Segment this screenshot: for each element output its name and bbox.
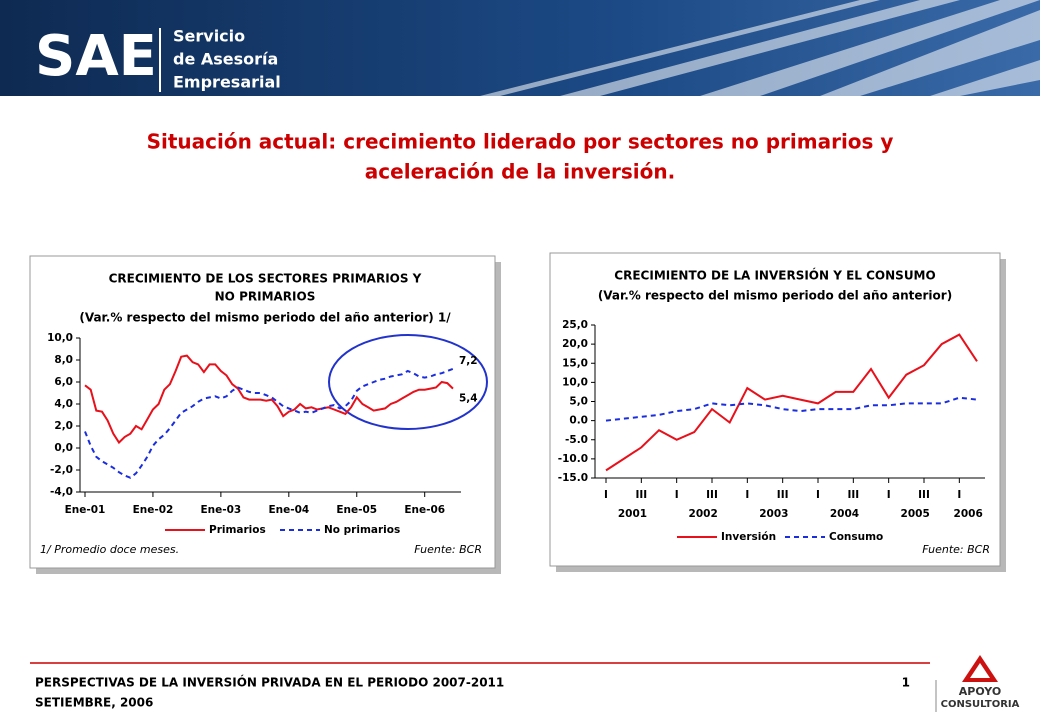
series-line [84,354,454,445]
y-tick-label: -5.0 [565,434,588,446]
x-tick-label: III [918,489,930,501]
data-label: 5,4 [459,393,478,405]
data-label: 7,2 [459,355,478,367]
chart-note: 1/ Promedio doce meses. [40,543,179,556]
y-tick-label: 25,0 [562,319,588,331]
group-label: 2003 [759,508,788,520]
x-tick-label: I [675,489,679,501]
y-tick-label: -4,0 [50,486,73,498]
x-tick-label: III [635,489,647,501]
y-tick-label: 15,0 [562,357,588,369]
y-tick-label: 0,0 [54,442,73,454]
highlight-ellipse [328,334,488,430]
logo: SAE [35,24,157,89]
slide-title: Situación actual: crecimiento liderado p… [147,130,894,154]
group-label: 2004 [830,508,859,520]
x-tick-label: III [777,489,789,501]
x-tick-label: Ene-02 [133,504,174,516]
y-tick-label: 6,0 [54,376,73,388]
x-tick-label: Ene-05 [336,504,377,516]
x-tick-label: Ene-01 [65,504,106,516]
brand-mark [970,663,990,678]
chart-subtitle: (Var.% respecto del mismo periodo del añ… [598,289,952,303]
x-tick-label: III [847,489,859,501]
chart-title: CRECIMIENTO DE LOS SECTORES PRIMARIOS Y [109,272,422,286]
y-tick-label: 8,0 [54,354,73,366]
slide-title: aceleración de la inversión. [365,160,675,184]
x-tick-label: III [706,489,718,501]
legend-label: Primarios [209,524,266,536]
footer-date: SETIEMBRE, 2006 [35,696,153,710]
brand: CONSULTORIA [941,699,1020,710]
legend-label: No primarios [324,524,400,536]
tagline: de Asesoría [173,50,278,69]
y-tick-label: 2,0 [54,420,73,432]
x-tick-label: I [816,489,820,501]
group-label: 2002 [689,508,718,520]
x-tick-label: Ene-06 [404,504,445,516]
x-tick-label: I [887,489,891,501]
x-tick-label: Ene-04 [268,504,309,516]
y-tick-label: 5,0 [569,396,588,408]
y-tick-label: 10,0 [562,376,588,388]
chart-panel [29,255,496,569]
chart-title: NO PRIMARIOS [215,290,316,304]
x-tick-label: I [745,489,749,501]
series-line [605,333,978,472]
y-tick-label: 0.0 [569,415,588,427]
page-number: 1 [902,676,910,690]
chart-subtitle: (Var.% respecto del mismo periodo del añ… [79,311,451,325]
tagline: Empresarial [173,73,281,92]
chart-source: Fuente: BCR [414,543,482,556]
footer-text: PERSPECTIVAS DE LA INVERSIÓN PRIVADA EN … [35,675,504,690]
chart-panel [549,252,1001,567]
x-tick-label: I [957,489,961,501]
x-tick-label: I [604,489,608,501]
y-tick-label: -10.0 [558,453,588,465]
chart-source: Fuente: BCR [922,543,990,556]
legend-label: Inversión [721,531,776,543]
header-rays [480,0,1040,96]
tagline: Servicio [173,27,245,46]
x-tick-label: Ene-03 [201,504,242,516]
y-tick-label: 10,0 [47,332,73,344]
y-tick-label: -15.0 [558,472,588,484]
y-tick-label: -2,0 [50,464,73,476]
series-line [84,367,454,479]
group-label: 2001 [618,508,647,520]
chart-title: CRECIMIENTO DE LA INVERSIÓN Y EL CONSUMO [614,268,935,283]
brand: APOYO [959,685,1001,698]
group-label: 2005 [901,508,930,520]
legend-label: Consumo [829,531,883,543]
y-tick-label: 4,0 [54,398,73,410]
y-tick-label: 20,0 [562,338,588,350]
group-label: 2006 [954,508,983,520]
